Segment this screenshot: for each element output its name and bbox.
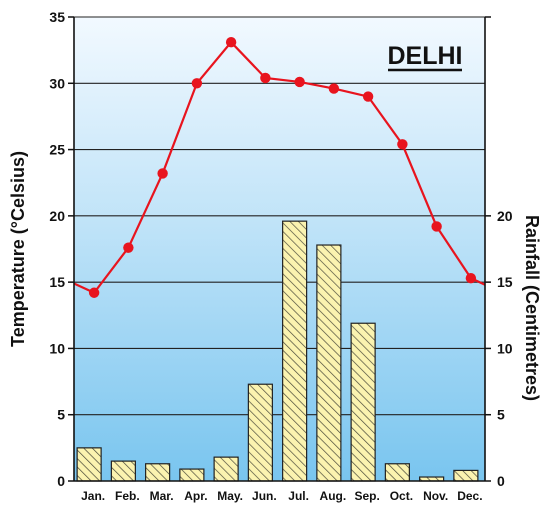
rainfall-bar-mar <box>145 463 171 482</box>
left-tick-label: 20 <box>49 208 65 224</box>
left-tick-label: 35 <box>49 9 65 25</box>
temperature-point-dec <box>465 272 477 284</box>
axes: 0 5 10 15 20 25 30 35 0 5 10 15 20 <box>49 9 512 489</box>
rainfall-bar-apr <box>179 468 205 482</box>
rainfall-bar-jun <box>247 383 273 482</box>
x-tick-label: Jan. <box>81 489 105 503</box>
x-tick-label: Mar. <box>150 489 174 503</box>
chart-title: DELHI <box>388 42 463 70</box>
left-tick-label: 10 <box>49 340 65 356</box>
left-tick-label: 25 <box>49 142 65 158</box>
x-tick-label: Dec. <box>457 489 482 503</box>
x-tick-label: Feb. <box>115 489 140 503</box>
rainfall-bar-jul <box>282 220 308 482</box>
temperature-point-apr <box>191 78 203 89</box>
right-tick-label: 20 <box>497 208 513 224</box>
temperature-point-sep <box>362 91 374 102</box>
x-tick-label: Sep. <box>354 489 379 503</box>
rainfall-bar-oct <box>384 463 410 482</box>
left-tick-label: 0 <box>57 473 65 489</box>
rainfall-bars <box>76 220 479 482</box>
left-tick-label: 15 <box>49 274 65 290</box>
temperature-point-jul <box>294 76 305 88</box>
temperature-point-oct <box>397 139 408 150</box>
x-tick-label: Jul. <box>288 489 309 503</box>
rainfall-bar-dec <box>453 469 479 482</box>
temperature-point-jun <box>260 72 271 84</box>
left-axis-title: Temperature (°Celsius) <box>8 151 28 347</box>
temperature-point-nov <box>431 221 442 232</box>
right-tick-label: 0 <box>497 473 505 489</box>
left-tick-label: 5 <box>57 407 65 423</box>
temperature-point-feb <box>123 242 134 253</box>
right-tick-label: 15 <box>497 274 513 290</box>
temperature-line <box>73 36 486 298</box>
temperature-point-mar <box>157 168 168 179</box>
right-tick-label: 5 <box>497 407 505 423</box>
rainfall-bar-jan <box>76 447 102 482</box>
temperature-point-aug <box>328 83 340 94</box>
x-axis-labels: Jan. Feb. Mar. Apr. May. Jun. Jul. Aug. Sep. Oct.… <box>81 489 482 503</box>
right-axis-title: Rainfall (Centimetres) <box>522 215 542 401</box>
temperature-point-jan <box>88 287 100 298</box>
x-tick-label: Nov. <box>423 489 448 503</box>
rainfall-bar-feb <box>110 460 136 482</box>
right-tick-label: 10 <box>497 340 513 356</box>
temperature-point-may <box>225 36 237 48</box>
x-tick-label: Jun. <box>252 489 277 503</box>
rainfall-bar-sep <box>350 322 376 482</box>
temperature-polyline <box>73 40 486 295</box>
x-tick-label: Apr. <box>184 489 207 503</box>
x-tick-label: May. <box>217 489 243 503</box>
left-tick-label: 30 <box>49 75 65 91</box>
rainfall-bar-aug <box>316 244 342 482</box>
x-tick-label: Aug. <box>320 489 347 503</box>
x-tick-label: Oct. <box>390 489 413 503</box>
rainfall-bar-may <box>213 456 239 482</box>
plot-background <box>74 17 485 481</box>
